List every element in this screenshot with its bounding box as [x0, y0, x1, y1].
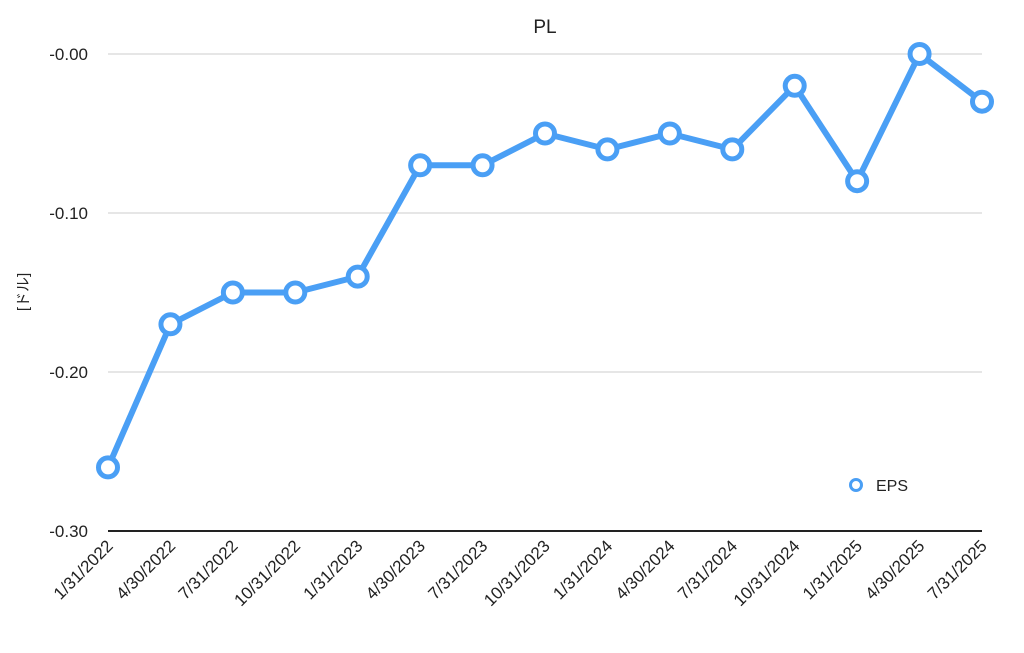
data-point	[595, 137, 620, 162]
y-tick-label: -0.30	[49, 522, 88, 541]
x-tick-label: 10/31/2023	[480, 536, 554, 610]
data-point	[970, 89, 994, 114]
legend: EPS	[849, 478, 908, 495]
data-point	[470, 153, 495, 178]
x-tick-label: 4/30/2023	[362, 536, 429, 603]
x-tick-label: 7/31/2024	[674, 536, 741, 603]
x-tick-label: 1/31/2022	[50, 536, 117, 603]
x-tick-label: 4/30/2022	[112, 536, 179, 603]
x-tick-label: 1/31/2023	[300, 536, 367, 603]
y-tick-label: -0.00	[49, 45, 88, 64]
x-tick-label: 10/31/2022	[231, 536, 305, 610]
x-tick-label: 1/31/2025	[799, 536, 866, 603]
data-point	[283, 280, 308, 305]
data-point	[657, 121, 682, 146]
data-point	[782, 73, 807, 98]
chart-title: PL	[533, 17, 556, 38]
data-point	[845, 169, 870, 194]
legend-marker-eps	[849, 478, 863, 492]
data-point	[96, 455, 120, 480]
x-tick-label: 7/31/2022	[175, 536, 242, 603]
y-tick-label: -0.10	[49, 204, 88, 223]
gridlines	[108, 53, 982, 532]
data-point	[907, 42, 932, 66]
data-point	[220, 280, 245, 305]
x-axis-ticks: 1/31/20224/30/20227/31/202210/31/20221/3…	[50, 536, 991, 610]
x-tick-label: 1/31/2024	[549, 536, 616, 603]
data-point	[158, 312, 183, 337]
x-tick-label: 4/30/2025	[861, 536, 928, 603]
y-tick-label: -0.20	[49, 363, 88, 382]
y-axis-ticks: -0.00 -0.10 -0.20 -0.30	[49, 45, 88, 541]
data-point	[720, 137, 745, 162]
x-tick-label: 7/31/2023	[424, 536, 491, 603]
x-tick-label: 10/31/2024	[730, 536, 804, 610]
data-point	[345, 264, 370, 289]
series-line-eps	[105, 51, 985, 471]
x-tick-label: 7/31/2025	[924, 536, 991, 603]
legend-label-eps: EPS	[876, 478, 908, 495]
series-eps	[96, 42, 994, 480]
data-point	[533, 121, 557, 146]
x-tick-label: 4/30/2024	[612, 536, 679, 603]
data-point	[408, 153, 433, 178]
y-axis-label: [ドル]	[15, 273, 32, 311]
